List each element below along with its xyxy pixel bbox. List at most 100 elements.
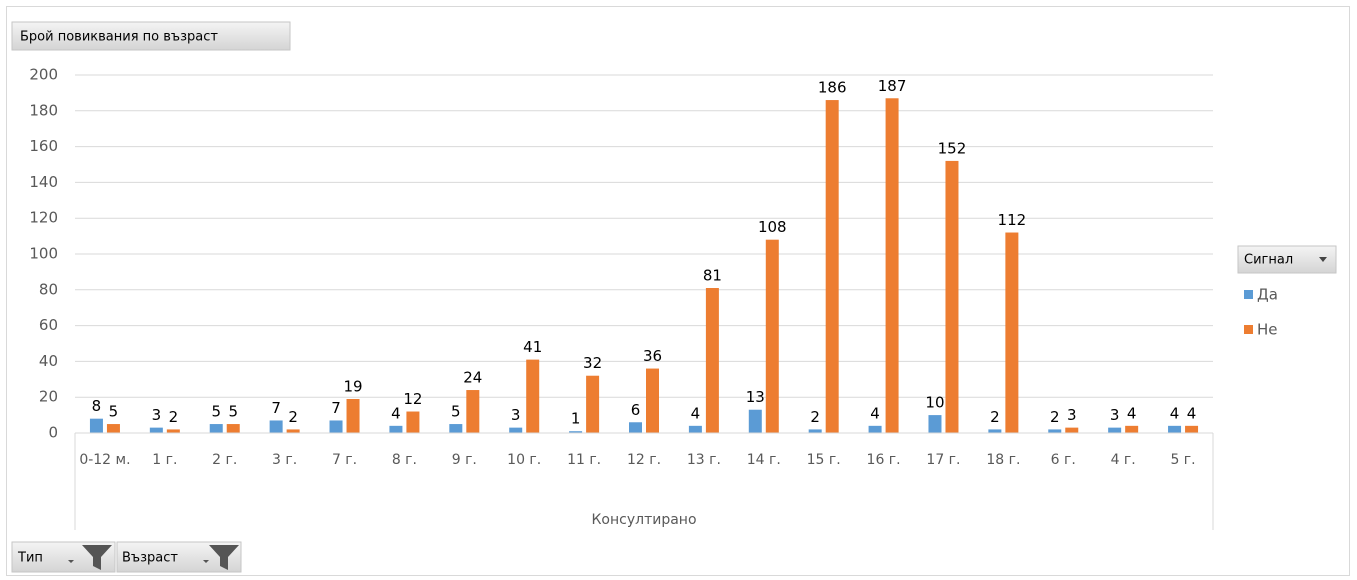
bar (705, 288, 719, 433)
data-label: 36 (643, 347, 662, 365)
y-tick-label: 40 (39, 352, 58, 370)
filter-icon (203, 545, 239, 570)
bar (885, 98, 899, 434)
data-label: 5 (228, 403, 238, 421)
bar (106, 424, 120, 433)
legend-label: Да (1257, 286, 1278, 304)
chart-title: Брой повиквания по възраст (20, 30, 218, 45)
bar (329, 420, 343, 433)
x-tick-label: 3 г. (272, 452, 297, 468)
legend-swatch (1244, 290, 1253, 299)
bar (1048, 429, 1062, 433)
legend-title: Сигнал (1244, 253, 1293, 268)
filter-icon (68, 545, 112, 570)
bar (945, 160, 959, 434)
data-label: 4 (870, 404, 880, 422)
data-label: 19 (343, 377, 362, 395)
bar (209, 424, 223, 433)
data-label: 3 (511, 406, 521, 424)
data-label: 5 (451, 403, 461, 421)
data-label: 3 (1067, 406, 1077, 424)
data-label: 13 (746, 388, 765, 406)
data-label: 41 (523, 338, 542, 356)
bar (748, 409, 762, 433)
bar (509, 427, 523, 433)
filter-label: Тип (17, 551, 43, 566)
x-tick-label: 13 г. (687, 452, 721, 468)
bar (149, 427, 163, 433)
data-label: 7 (271, 399, 281, 417)
x-tick-label: 11 г. (567, 452, 601, 468)
data-label: 2 (990, 408, 1000, 426)
y-tick-label: 140 (29, 173, 58, 191)
data-label: 2 (288, 408, 298, 426)
bar (346, 398, 360, 433)
bar (928, 415, 942, 433)
x-group-label: Консултирано (591, 512, 696, 528)
y-tick-label: 160 (29, 137, 58, 155)
data-label: 7 (331, 399, 341, 417)
bar (825, 100, 839, 433)
y-tick-label: 20 (39, 388, 58, 406)
data-label: 8 (92, 397, 102, 415)
bar (286, 429, 300, 433)
x-tick-label: 12 г. (627, 452, 661, 468)
x-tick-label: 1 г. (152, 452, 177, 468)
data-label: 5 (109, 403, 119, 421)
data-label: 4 (1170, 404, 1180, 422)
x-tick-label: 18 г. (986, 452, 1020, 468)
data-label: 4 (691, 404, 701, 422)
data-label: 2 (169, 408, 179, 426)
bar (586, 375, 600, 433)
data-label: 32 (583, 354, 602, 372)
x-tick-label: 0-12 м. (79, 452, 130, 468)
legend-button[interactable] (1237, 245, 1337, 274)
bar (226, 424, 240, 433)
bar (406, 411, 420, 433)
bar (808, 429, 822, 433)
bar (1108, 427, 1122, 433)
x-tick-label: 9 г. (452, 452, 477, 468)
bar (868, 425, 882, 433)
data-label: 2 (810, 408, 820, 426)
bar (269, 420, 283, 433)
bar (466, 390, 480, 433)
x-tick-label: 16 г. (867, 452, 901, 468)
data-label: 3 (152, 406, 162, 424)
bar (629, 422, 642, 433)
bar (526, 359, 540, 433)
data-label: 6 (631, 401, 641, 419)
bar (765, 239, 779, 433)
bar (688, 425, 702, 433)
x-tick-label: 7 г. (332, 452, 357, 468)
x-tick-label: 15 г. (807, 452, 841, 468)
y-tick-label: 60 (39, 316, 58, 334)
data-label: 112 (998, 211, 1027, 229)
y-tick-label: 80 (39, 280, 58, 298)
bar (1005, 232, 1019, 433)
data-label: 5 (211, 403, 221, 421)
dropdown-arrow (1319, 257, 1327, 262)
y-tick-label: 180 (29, 101, 58, 119)
data-label: 186 (818, 79, 847, 97)
x-tick-label: 10 г. (507, 452, 541, 468)
bar (569, 431, 583, 433)
data-label: 152 (938, 139, 967, 157)
bar (389, 425, 403, 433)
x-tick-label: 14 г. (747, 452, 781, 468)
data-label: 3 (1110, 406, 1120, 424)
y-tick-label: 0 (48, 424, 58, 442)
x-tick-label: 2 г. (212, 452, 237, 468)
data-label: 81 (703, 267, 722, 285)
x-tick-label: 17 г. (926, 452, 960, 468)
title-button[interactable] (11, 21, 291, 51)
chart-frame (6, 6, 1350, 576)
data-label: 24 (463, 369, 482, 387)
data-label: 4 (1187, 404, 1197, 422)
bar (646, 368, 659, 433)
data-label: 4 (391, 404, 401, 422)
y-tick-label: 200 (29, 66, 58, 84)
bar (449, 424, 463, 433)
data-label: 108 (758, 218, 787, 236)
data-label: 4 (1127, 404, 1137, 422)
